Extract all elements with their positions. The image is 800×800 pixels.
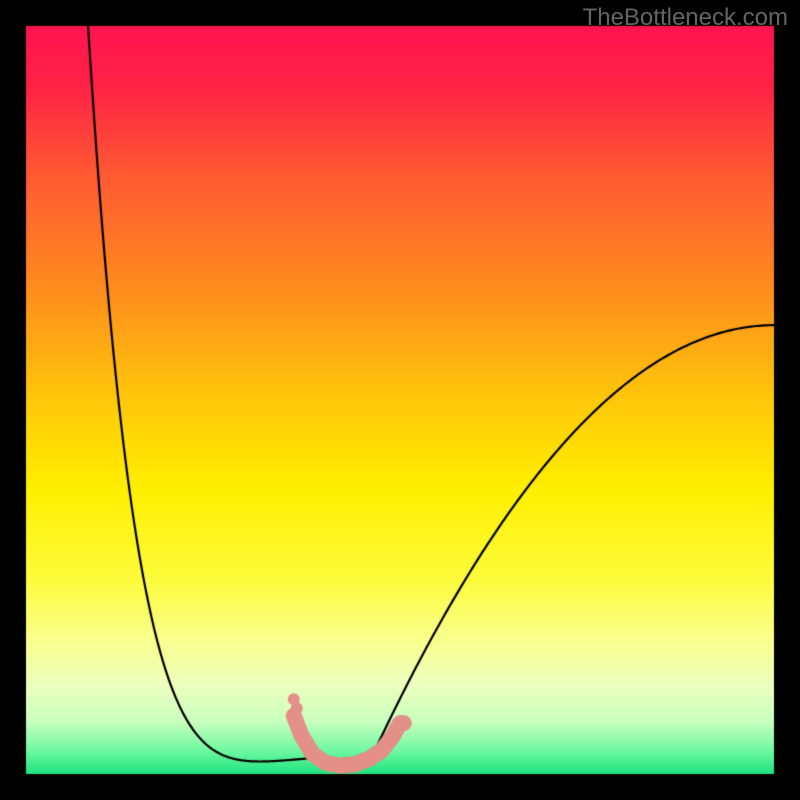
chart-container: TheBottleneck.com — [0, 0, 800, 800]
bottleneck-curve-chart — [0, 0, 800, 800]
